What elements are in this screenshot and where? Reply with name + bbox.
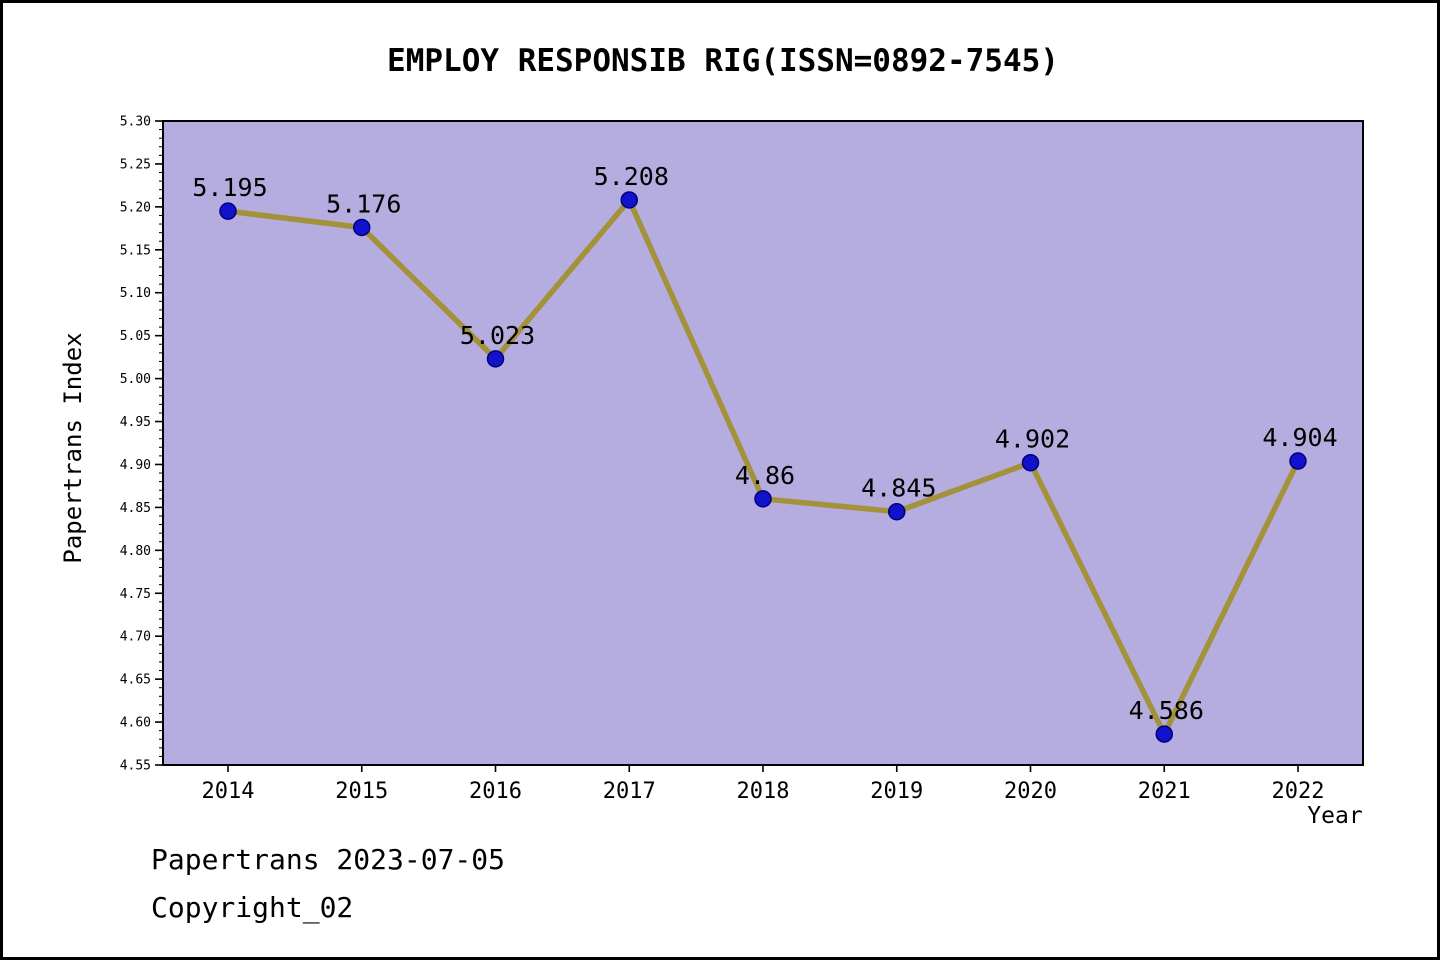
x-tick-label: 2014 <box>202 779 255 804</box>
x-tick-label: 2021 <box>1138 779 1191 804</box>
footer-copyright: Copyright_02 <box>151 891 353 925</box>
data-point <box>219 202 237 220</box>
y-tick-label: 5.30 <box>120 115 151 130</box>
data-point-label: 4.586 <box>1129 696 1204 725</box>
data-point-label: 4.86 <box>735 461 795 490</box>
x-tick-label: 2017 <box>603 779 656 804</box>
y-tick-label: 5.20 <box>120 200 151 215</box>
y-tick-label: 5.10 <box>120 286 151 301</box>
data-point-label: 4.904 <box>1262 423 1337 452</box>
data-point <box>353 218 371 237</box>
data-point-label: 5.195 <box>192 173 267 202</box>
footer-source-date: Papertrans 2023-07-05 <box>151 843 505 876</box>
data-point <box>754 490 772 508</box>
data-point <box>888 502 906 521</box>
data-point-label: 5.176 <box>326 189 401 218</box>
y-tick-label: 4.80 <box>120 544 151 559</box>
y-tick-label: 4.60 <box>120 716 151 731</box>
y-tick-label: 5.05 <box>120 329 151 344</box>
x-tick-label: 2019 <box>870 779 923 804</box>
y-axis-title: Papertrans Index <box>59 332 87 563</box>
x-tick-label: 2020 <box>1004 779 1057 804</box>
y-tick-label: 4.95 <box>120 415 151 430</box>
data-point <box>620 191 638 209</box>
y-tick-label: 4.65 <box>120 673 151 688</box>
x-axis-title: Year <box>1307 803 1362 829</box>
data-point-label: 5.023 <box>460 321 535 350</box>
y-tick-label: 4.75 <box>120 587 151 602</box>
y-tick-label: 4.55 <box>120 759 151 774</box>
x-tick-label: 2022 <box>1272 779 1325 804</box>
x-tick-label: 2018 <box>737 779 790 804</box>
chart-title: EMPLOY RESPONSIB RIG(ISSN=0892-7545) <box>387 43 1059 79</box>
chart-plot-layer: 4.55 4.60 4.65 4.70 4.75 4.80 4.85 4.90 4.95 5.00… <box>120 115 1364 804</box>
y-tick-label: 4.70 <box>120 630 151 645</box>
data-point <box>1021 453 1040 472</box>
data-point <box>1155 725 1173 743</box>
line-chart: EMPLOY RESPONSIB RIG(ISSN=0892-7545) 4.5… <box>59 43 1364 925</box>
y-tick-label: 5.15 <box>120 243 151 258</box>
data-point-label: 4.845 <box>861 474 936 503</box>
data-point-label: 4.902 <box>995 425 1070 454</box>
y-tick-label: 4.85 <box>120 501 151 516</box>
data-point <box>1289 452 1307 470</box>
y-tick-label: 5.25 <box>120 157 151 172</box>
data-point <box>486 350 505 368</box>
x-tick-label: 2016 <box>469 779 522 804</box>
data-point-label: 5.208 <box>594 162 669 191</box>
x-tick-label: 2015 <box>335 779 388 804</box>
y-tick-label: 5.00 <box>120 372 151 387</box>
y-tick-label: 4.90 <box>120 458 151 473</box>
